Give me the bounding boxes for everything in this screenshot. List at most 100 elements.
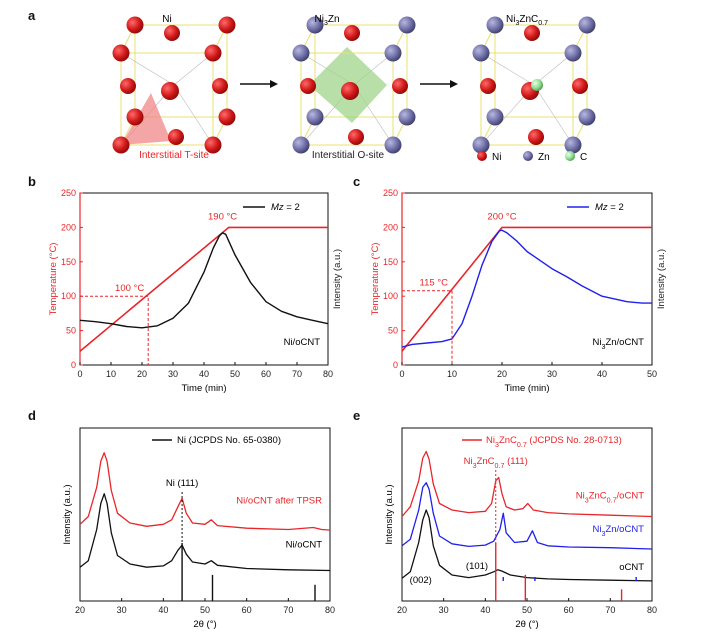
- legend-label: Ni (JCPDS No. 65-0380): [177, 435, 281, 446]
- ni-atom: [348, 129, 364, 145]
- legend-ni-atom: [477, 151, 487, 161]
- panel-letter-e: e: [353, 408, 360, 423]
- x-tick-label: 20: [497, 369, 507, 379]
- panel-letter-b: b: [28, 174, 36, 189]
- lattice-line: [120, 52, 175, 86]
- ni-atom: [112, 44, 130, 62]
- x-tick-label: 60: [242, 605, 252, 615]
- sample-label: Ni/oCNT: [284, 337, 321, 348]
- ni-atom: [164, 25, 180, 41]
- ni-atom: [218, 108, 236, 126]
- legend-ni-label: Ni: [492, 152, 501, 163]
- legend-c-label: C: [580, 152, 587, 163]
- x-tick-label: 70: [292, 369, 302, 379]
- x-axis-label: Time (min): [504, 383, 549, 394]
- t-site-tetrahedron: [121, 93, 171, 145]
- ni-atom: [112, 136, 130, 154]
- y-tick-label: 100: [61, 291, 76, 301]
- x-tick-label: 60: [564, 605, 574, 615]
- x-axis-label: Time (min): [181, 383, 226, 394]
- x-tick-label: 20: [75, 605, 85, 615]
- annotation-peak-temp: 190 °C: [208, 211, 237, 222]
- ni-atom: [480, 78, 496, 94]
- t-site-label: Interstitial T-site: [139, 150, 209, 161]
- ni-atom: [300, 78, 316, 94]
- y-axis-label: Intensity (a.u.): [384, 484, 395, 544]
- y-tick-label: 200: [383, 222, 398, 232]
- zn-atom: [398, 16, 416, 34]
- zn-atom: [564, 44, 582, 62]
- ni-atom: [524, 25, 540, 41]
- legend-zn-atom: [523, 151, 533, 161]
- x-tick-label: 80: [323, 369, 333, 379]
- y-axis-label: Intensity (a.u.): [62, 484, 73, 544]
- panel-letter-d: d: [28, 408, 36, 423]
- ni-atom: [572, 78, 588, 94]
- y-tick-label: 50: [388, 326, 398, 336]
- y-tick-label: 50: [66, 326, 76, 336]
- series-label: Ni/oCNT: [286, 540, 323, 551]
- x-tick-label: 60: [261, 369, 271, 379]
- x-tick-label: 50: [647, 369, 657, 379]
- x-tick-label: 20: [397, 605, 407, 615]
- y-tick-label: 0: [393, 360, 398, 370]
- lattice-line: [533, 84, 574, 146]
- chart-d: 20 30 40 50 60 70 80 2θ (°) Intensity (a.u.) Ni (…: [62, 427, 335, 630]
- y-tick-label: 0: [71, 360, 76, 370]
- x-tick-label: 70: [605, 605, 615, 615]
- chart-e: 20 30 40 50 60 70 80 2θ (°) Intensity (a.u.) Ni3Z…: [384, 427, 657, 630]
- y-tick-label: 200: [61, 222, 76, 232]
- peak-label: Ni (111): [166, 478, 198, 489]
- legend-zn-label: Zn: [538, 152, 550, 163]
- ni-atom: [344, 25, 360, 41]
- xrd-pattern: [79, 452, 331, 531]
- ni-atom: [120, 78, 136, 94]
- x-tick-label: 50: [230, 369, 240, 379]
- temperature-line: [79, 226, 328, 352]
- zn-atom: [398, 108, 416, 126]
- zn-atom: [486, 108, 504, 126]
- hkl-label: (101): [466, 561, 488, 572]
- ni-atom: [204, 44, 222, 62]
- legend-label: Ni3ZnC0.7 (JCPDS No. 28-0713): [486, 435, 622, 449]
- chart-b: 0 50 100 150 200 250 0 10 20 30 40 50 60 70 80 Time (mi…: [48, 188, 343, 394]
- zn-atom: [384, 136, 402, 154]
- annotation-peak-temp: 200 °C: [487, 211, 516, 222]
- y-axis-label-right: Intensity (a.u.): [656, 249, 667, 309]
- x-tick-label: 0: [77, 369, 82, 379]
- intensity-line: [79, 232, 329, 329]
- annotation-onset-temp: 100 °C: [115, 283, 144, 294]
- x-axis-label: 2θ (°): [193, 619, 216, 630]
- x-tick-label: 0: [399, 369, 404, 379]
- temperature-line: [401, 226, 652, 352]
- plot-frame: [79, 427, 331, 602]
- y-tick-label: 250: [383, 188, 398, 198]
- hkl-label: (002): [410, 575, 432, 586]
- structure-title-ni3znc07: Ni3ZnC0.7: [506, 14, 548, 27]
- dashed-guide: [80, 295, 149, 365]
- x-tick-label: 10: [447, 369, 457, 379]
- ni-atom: [341, 82, 359, 100]
- y-tick-label: 150: [61, 257, 76, 267]
- xrd-pattern: [401, 482, 653, 550]
- lattice-line: [480, 52, 535, 86]
- ni-atom: [528, 129, 544, 145]
- lattice-line: [173, 84, 214, 146]
- x-tick-label: 50: [522, 605, 532, 615]
- xrd-pattern: [401, 450, 653, 518]
- x-tick-label: 30: [117, 605, 127, 615]
- y-axis-label-left: Temperature (°C): [370, 243, 381, 316]
- structure-title-ni: Ni: [162, 14, 171, 25]
- zn-atom: [292, 44, 310, 62]
- x-tick-label: 40: [480, 605, 490, 615]
- ni-atom: [168, 129, 184, 145]
- plot-frame: [401, 427, 653, 602]
- y-axis-label-left: Temperature (°C): [48, 243, 59, 316]
- y-tick-label: 250: [61, 188, 76, 198]
- x-tick-label: 30: [547, 369, 557, 379]
- series-label: Ni3Zn/oCNT: [593, 524, 645, 538]
- x-tick-label: 40: [597, 369, 607, 379]
- o-site-label: Interstitial O-site: [312, 150, 385, 161]
- arrow-1-head: [270, 80, 278, 88]
- dashed-guide: [402, 290, 453, 365]
